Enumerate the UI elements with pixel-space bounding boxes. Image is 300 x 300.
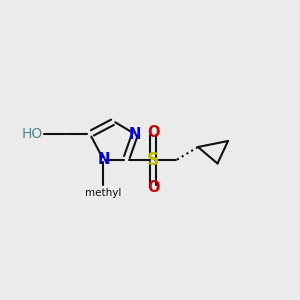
Text: S: S (147, 151, 159, 169)
Text: O: O (147, 125, 159, 140)
Text: N: N (129, 127, 141, 142)
Text: HO: HO (22, 127, 43, 141)
Text: O: O (147, 180, 159, 195)
Text: N: N (97, 152, 110, 167)
Text: methyl: methyl (85, 188, 122, 197)
